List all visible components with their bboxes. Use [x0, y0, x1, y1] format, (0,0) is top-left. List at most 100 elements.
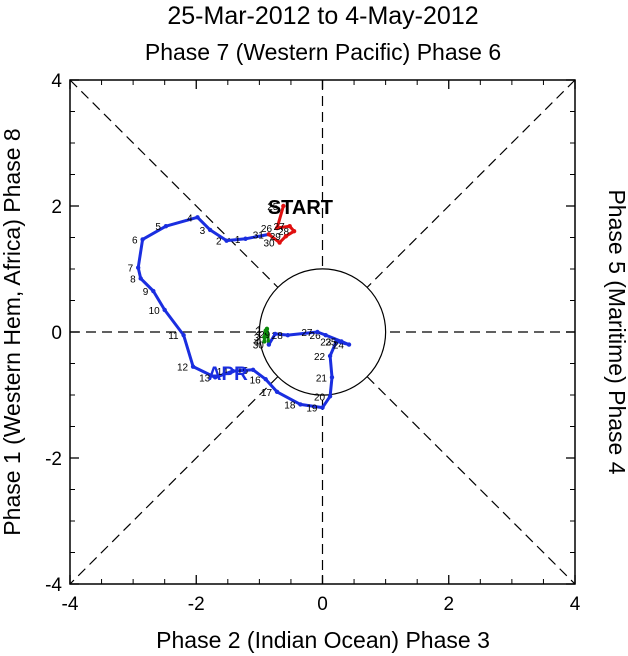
day-point — [243, 236, 248, 241]
day-point — [287, 223, 292, 229]
day-label: 23 — [320, 337, 332, 348]
day-point — [212, 375, 218, 380]
day-point — [263, 377, 268, 382]
month-label-apr: APR — [208, 364, 248, 385]
day-point — [327, 353, 333, 359]
day-point — [266, 342, 272, 347]
day-label: 5 — [155, 222, 161, 233]
right-phase-label: Phase 5 (Maritime) Phase 4 — [604, 189, 628, 474]
day-point — [285, 332, 290, 338]
day-label: 3 — [254, 333, 260, 344]
y-tick-label: 0 — [51, 323, 62, 344]
day-point — [138, 276, 143, 281]
day-label: 16 — [250, 375, 262, 386]
day-point — [250, 367, 256, 372]
day-point — [262, 334, 267, 340]
day-label: 11 — [168, 331, 179, 342]
day-point — [281, 203, 286, 209]
day-label: 19 — [306, 404, 318, 415]
y-tick-label: 2 — [51, 197, 62, 218]
day-point — [283, 234, 289, 239]
day-label: 31 — [253, 230, 265, 241]
x-tick-label: 2 — [443, 594, 454, 615]
day-point — [298, 402, 303, 407]
day-label: 22 — [314, 352, 326, 363]
day-label: 20 — [314, 392, 326, 403]
day-label: 29 — [270, 232, 282, 243]
day-label: 2 — [216, 237, 222, 248]
day-point — [274, 389, 280, 395]
day-label: 1 — [256, 325, 262, 336]
day-label: 15 — [237, 366, 249, 377]
day-label: 27 — [301, 328, 313, 339]
day-point — [263, 328, 268, 333]
diagonal-dashed-line — [69, 79, 279, 288]
day-point — [151, 288, 156, 294]
day-label: 8 — [130, 274, 136, 285]
day-point — [334, 339, 339, 344]
day-label: 3 — [200, 226, 206, 237]
day-point — [224, 238, 229, 243]
diagonal-dashed-line — [366, 79, 576, 288]
x-tick-label: -2 — [188, 594, 205, 615]
day-point — [329, 375, 335, 380]
day-point — [346, 342, 352, 347]
left-phase-label: Phase 1 (Western Hem, Africa) Phase 8 — [0, 128, 25, 535]
x-tick-label: 0 — [317, 594, 328, 615]
day-point — [195, 215, 200, 220]
start-label: START — [268, 197, 333, 219]
day-point — [207, 227, 213, 233]
day-label: 28 — [272, 331, 284, 342]
y-tick-label: -4 — [45, 575, 62, 596]
day-label: 2 — [255, 327, 261, 338]
day-point — [327, 394, 333, 399]
day-label: 4 — [254, 337, 260, 348]
day-label: 13 — [199, 373, 211, 384]
day-point — [266, 232, 272, 237]
day-label: 10 — [149, 306, 161, 317]
day-label: 21 — [316, 373, 328, 384]
day-point — [277, 240, 282, 245]
day-point — [291, 229, 297, 234]
day-point — [262, 339, 267, 344]
day-point — [274, 225, 280, 231]
day-label: 26 — [261, 224, 273, 235]
chart-title: 25-Mar-2012 to 4-May-2012 — [167, 2, 478, 30]
day-point — [272, 331, 278, 337]
day-label: 9 — [143, 287, 149, 298]
day-label: 17 — [261, 388, 273, 399]
day-point — [190, 364, 196, 369]
day-point — [315, 329, 320, 335]
x-tick-label: -4 — [62, 594, 79, 615]
top-phase-label: Phase 7 (Western Pacific) Phase 6 — [145, 39, 501, 65]
x-tick-label: 4 — [570, 594, 581, 615]
day-label: 14 — [217, 367, 229, 378]
unit-circle — [258, 268, 387, 396]
day-label: 24 — [333, 341, 345, 352]
day-label: 18 — [284, 400, 296, 411]
bottom-phase-label: Phase 2 (Indian Ocean) Phase 3 — [156, 627, 490, 653]
y-tick-label: -2 — [45, 449, 62, 470]
day-point — [230, 368, 236, 374]
day-point — [181, 332, 186, 338]
day-point — [163, 223, 169, 229]
day-label: 25 — [325, 337, 337, 348]
day-label: 6 — [132, 235, 138, 246]
day-point — [323, 332, 328, 338]
diagonal-dashed-line — [366, 376, 576, 585]
day-label: 7 — [128, 264, 134, 275]
day-point — [135, 265, 141, 270]
day-point — [339, 339, 344, 344]
day-point — [140, 237, 145, 242]
day-label: 30 — [253, 341, 265, 352]
day-label: 4 — [187, 213, 193, 224]
day-label: 30 — [263, 239, 275, 250]
day-label: 26 — [310, 331, 322, 342]
day-label: 12 — [177, 363, 189, 374]
day-point — [162, 307, 167, 313]
day-label: 27 — [274, 222, 286, 233]
day-label: 25 — [267, 202, 279, 213]
day-point — [320, 405, 325, 410]
